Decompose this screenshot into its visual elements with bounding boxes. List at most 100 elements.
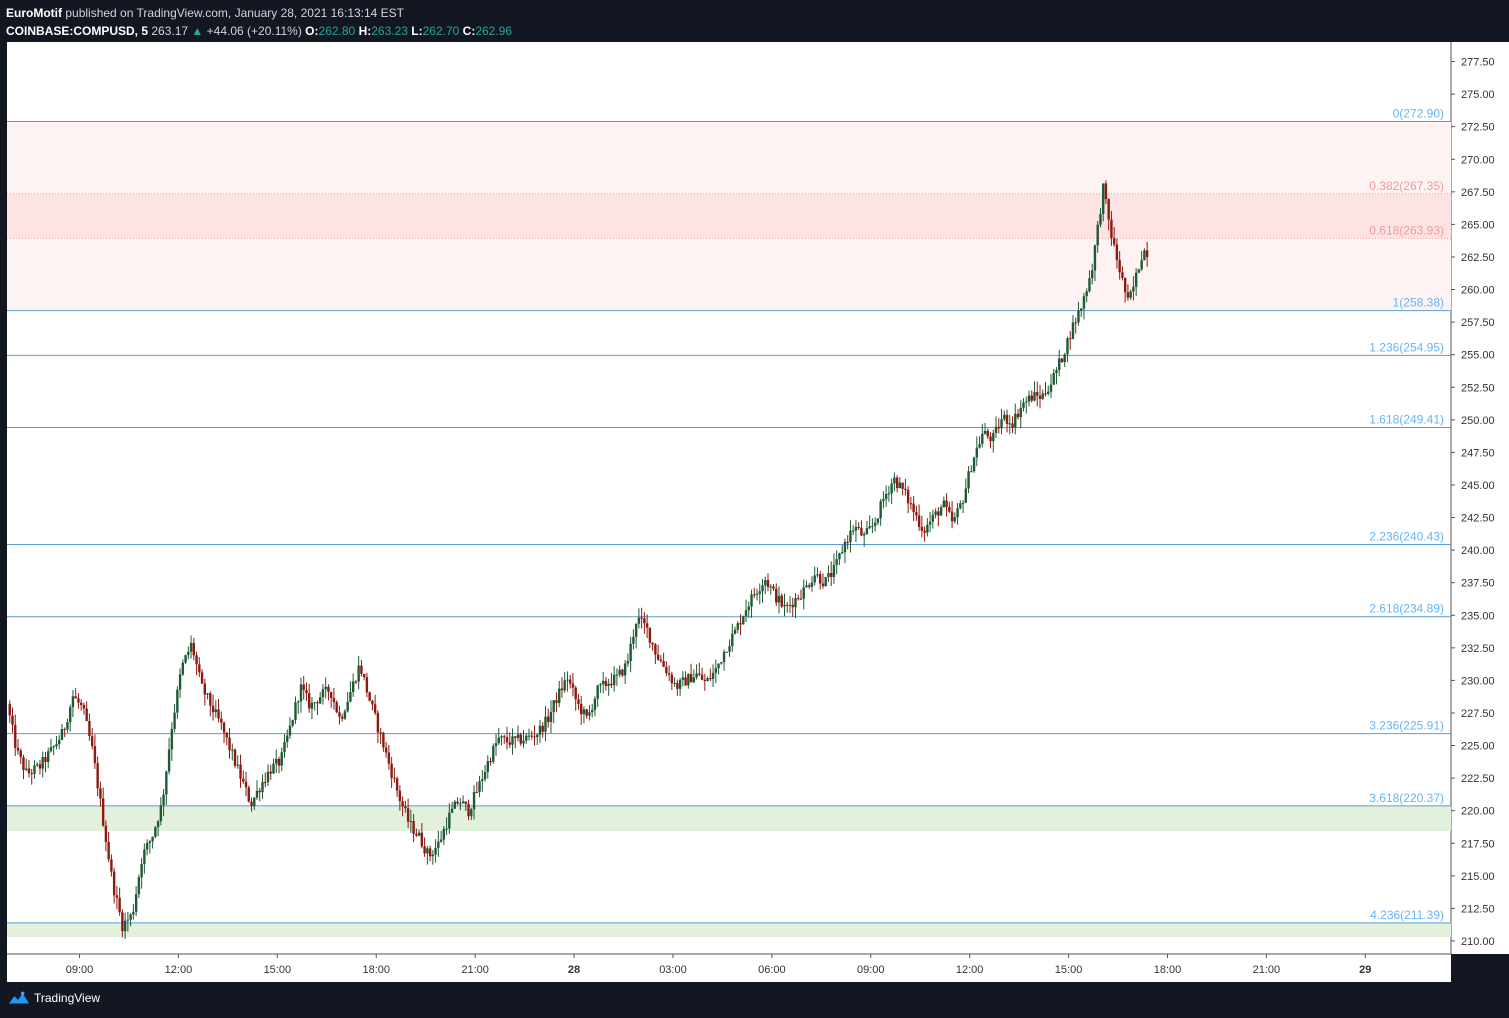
- candle-body-182: [508, 742, 511, 745]
- candle-body-102: [288, 725, 292, 736]
- candle-body-265: [736, 623, 739, 630]
- candle-body-397: [1099, 214, 1102, 225]
- candle-body-3: [16, 747, 20, 751]
- candle-body-219: [610, 683, 613, 686]
- close-value: 262.96: [475, 24, 513, 38]
- candle-body-380: [1052, 373, 1055, 385]
- candle-body-328: [909, 503, 913, 505]
- candle-body-99: [280, 752, 283, 766]
- candle-body-136: [382, 732, 385, 748]
- candle-body-256: [711, 672, 715, 680]
- candle-body-263: [731, 633, 734, 647]
- publisher-name[interactable]: EuroMotif: [6, 6, 62, 20]
- brand-name[interactable]: TradingView: [34, 991, 101, 1005]
- fib-label-2: 0.618(263.93): [1369, 223, 1444, 237]
- candle-body-137: [384, 747, 388, 753]
- candle-body-84: [239, 764, 242, 779]
- candle-body-10: [36, 764, 39, 766]
- candle-body-19: [60, 729, 64, 740]
- y-tick-label-2: 272.50: [1461, 122, 1495, 134]
- candle-body-321: [890, 483, 893, 494]
- y-axis-ticks: 277.50 275.00 272.50 270.00 267.50 265.00 262.…: [1451, 57, 1495, 948]
- chart-header: EuroMotif published on TradingView.com, …: [6, 4, 512, 40]
- price-axis[interactable]: [1451, 42, 1509, 954]
- candle-body-46: [134, 894, 138, 912]
- candle-body-180: [503, 736, 506, 738]
- candle-body-348: [964, 488, 968, 503]
- candle-body-329: [912, 503, 915, 513]
- candle-body-131: [368, 692, 371, 701]
- fib-label-7: 2.618(234.89): [1369, 602, 1444, 616]
- time-axis[interactable]: [7, 954, 1451, 982]
- publish-line: EuroMotif published on TradingView.com, …: [6, 4, 512, 22]
- candle-body-367: [1016, 413, 1020, 418]
- candle-body-273: [758, 591, 761, 594]
- candle-body-42: [123, 920, 127, 932]
- candle-body-9: [33, 765, 36, 774]
- candle-body-48: [140, 864, 143, 878]
- candle-body-330: [915, 512, 918, 516]
- candle-body-258: [717, 663, 720, 669]
- candle-body-95: [269, 771, 272, 774]
- x-tick-label-10: 15:00: [1055, 964, 1083, 976]
- candle-body-194: [541, 725, 544, 732]
- candle-body-105: [297, 701, 300, 703]
- candle-body-34: [101, 798, 105, 826]
- candle-body-317: [879, 501, 882, 519]
- candle-body-395: [1093, 245, 1097, 271]
- candle-body-302: [838, 553, 841, 560]
- candle-body-203: [566, 679, 569, 681]
- candle-body-174: [486, 761, 489, 773]
- candle-body-232: [645, 623, 649, 628]
- candle-body-304: [843, 541, 847, 553]
- x-tick-label-6: 03:00: [659, 964, 687, 976]
- candle-body-207: [577, 699, 580, 704]
- x-tick-label-4: 21:00: [461, 964, 489, 976]
- candle-body-109: [308, 693, 311, 709]
- candle-body-108: [305, 689, 308, 694]
- candle-body-160: [448, 812, 451, 829]
- candle-body-115: [324, 686, 327, 690]
- candle-body-288: [799, 598, 803, 600]
- candle-body-65: [187, 651, 190, 656]
- candle-body-261: [725, 651, 729, 653]
- zone-2: [7, 805, 1451, 831]
- close-label: C:: [462, 24, 476, 38]
- symbol[interactable]: COINBASE:COMPUSD, 5: [6, 24, 149, 38]
- candle-body-126: [354, 681, 358, 683]
- candle-body-217: [604, 680, 608, 686]
- candle-body-59: [170, 728, 174, 750]
- candle-body-116: [327, 686, 330, 693]
- candle-body-7: [27, 768, 31, 774]
- candle-body-393: [1088, 278, 1091, 292]
- candle-body-189: [527, 735, 531, 737]
- candles-layer: [8, 180, 1149, 940]
- candle-body-170: [475, 792, 478, 794]
- candle-body-23: [71, 696, 75, 708]
- candle-body-60: [173, 712, 176, 729]
- candle-body-114: [321, 689, 325, 698]
- candle-body-266: [739, 623, 742, 625]
- candle-body-313: [868, 526, 871, 529]
- candle-body-316: [876, 518, 880, 523]
- candle-body-139: [390, 763, 393, 778]
- candle-body-199: [555, 700, 558, 704]
- candle-body-212: [590, 709, 594, 713]
- candle-body-50: [145, 842, 149, 850]
- candle-body-343: [950, 511, 954, 522]
- fib-label-6: 2.236(240.43): [1369, 530, 1444, 544]
- candle-body-260: [722, 651, 726, 663]
- candle-body-151: [423, 846, 426, 854]
- candle-body-297: [824, 577, 827, 587]
- candle-body-369: [1022, 402, 1025, 408]
- candle-body-257: [714, 668, 718, 673]
- tradingview-logo-icon[interactable]: [8, 990, 30, 1006]
- candle-body-373: [1033, 392, 1036, 401]
- y-tick-label-13: 245.00: [1461, 480, 1495, 492]
- fib-label-3: 1(258.38): [1393, 296, 1444, 310]
- candle-body-30: [90, 736, 94, 747]
- candle-body-92: [261, 782, 264, 793]
- candle-body-82: [233, 749, 237, 766]
- candle-body-22: [68, 707, 72, 723]
